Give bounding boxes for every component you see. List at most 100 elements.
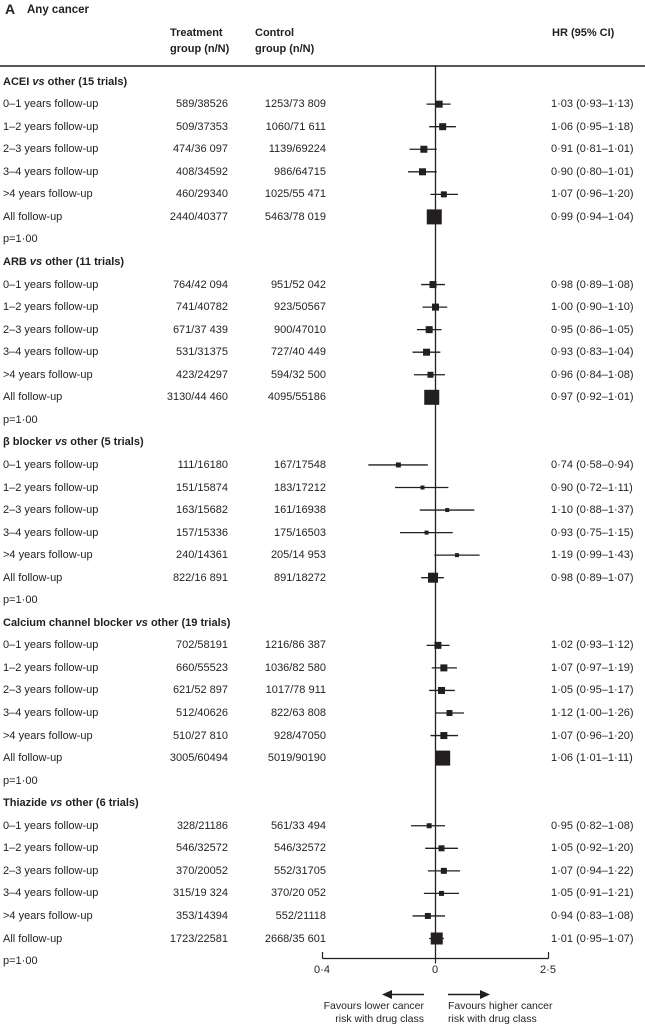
table-row: >4 years follow-up 460/29340 1025/55 471 1·…	[0, 183, 645, 205]
hr-ci-value: 1·05 (0·92–1·20)	[551, 842, 634, 855]
column-header-hr: HR (95% CI)	[552, 27, 615, 39]
follow-up-label: 2–3 years follow-up	[3, 504, 99, 517]
table-row: 1–2 years follow-up 509/37353 1060/71 611 1…	[0, 116, 645, 138]
treatment-value: 3130/44 460	[166, 391, 228, 404]
hr-ci-value: 1·07 (0·96–1·20)	[551, 188, 634, 201]
treatment-value: 111/16180	[177, 458, 228, 471]
section-header: Thiazide vs other (6 trials)	[0, 792, 645, 814]
hr-ci-value: 0·94 (0·83–1·08)	[551, 909, 634, 922]
treatment-value: 546/32572	[176, 842, 228, 855]
hr-ci-value: 0·96 (0·84–1·08)	[551, 368, 634, 381]
control-value: 1017/78 911	[265, 684, 326, 697]
section-header-label: ACEI vs other (15 trials)	[3, 71, 127, 93]
follow-up-label: >4 years follow-up	[3, 188, 93, 201]
section-header-label: β blocker vs other (5 trials)	[3, 431, 144, 453]
treatment-value: 2440/40377	[169, 210, 228, 223]
hr-point-marker	[440, 191, 447, 198]
table-row: 0–1 years follow-up 702/58191 1216/86 387 1…	[0, 634, 645, 656]
control-value: 986/64715	[274, 165, 326, 178]
treatment-value: 741/40782	[176, 301, 228, 314]
follow-up-label: All follow-up	[3, 210, 63, 223]
table-row: 0–1 years follow-up 589/38526 1253/73 809 1…	[0, 93, 645, 115]
hr-point-marker	[454, 553, 459, 558]
table-row: >4 years follow-up 353/14394 552/21118 0·94…	[0, 905, 645, 927]
table-row: 3–4 years follow-up 531/31375 727/40 449 0·…	[0, 341, 645, 363]
section-header: Calcium channel blocker vs other (19 tri…	[0, 612, 645, 634]
follow-up-label: 3–4 years follow-up	[3, 887, 99, 900]
control-value: 928/47050	[274, 729, 326, 742]
follow-up-label: 0–1 years follow-up	[3, 639, 99, 652]
p-value: p=1·00	[3, 233, 38, 246]
p-value-row: p=1·00	[0, 950, 645, 972]
control-value: 546/32572	[274, 842, 326, 855]
treatment-value: 702/58191	[176, 639, 228, 652]
x-tick-label-min: 0·4	[314, 964, 330, 976]
treatment-value: 510/27 810	[172, 729, 228, 742]
hr-ci-value: 0·74 (0·58–0·94)	[551, 458, 634, 471]
hr-point-marker	[432, 303, 439, 311]
section-suffix: other (19 trials)	[147, 616, 231, 629]
treatment-value: 328/21186	[176, 819, 228, 832]
section-header: β blocker vs other (5 trials)	[0, 431, 645, 453]
hr-point-marker	[427, 371, 434, 378]
follow-up-label: >4 years follow-up	[3, 368, 93, 381]
table-row: 3–4 years follow-up 315/19 324 370/20 052 1…	[0, 882, 645, 904]
treatment-value: 621/52 897	[172, 684, 228, 697]
control-value: 5019/90190	[267, 752, 326, 765]
control-value: 5463/78 019	[264, 210, 326, 223]
hr-ci-value: 0·98 (0·89–1·08)	[551, 278, 634, 291]
hr-ci-value: 0·93 (0·75–1·15)	[551, 526, 634, 539]
section-header-label: ARB vs other (11 trials)	[3, 251, 124, 273]
table-row: 3–4 years follow-up 408/34592 986/64715 0·9…	[0, 161, 645, 183]
follow-up-label: 1–2 years follow-up	[3, 661, 99, 674]
control-value: 4095/55186	[267, 391, 326, 404]
table-row: 0–1 years follow-up 764/42 094 951/52 042 0…	[0, 274, 645, 296]
right-arrow-icon	[448, 990, 490, 999]
hr-point-marker	[420, 485, 425, 490]
hr-ci-value: 1·19 (0·99–1·43)	[551, 549, 634, 562]
hr-point-marker	[423, 348, 431, 356]
table-row: 2–3 years follow-up 370/20052 552/31705 1·0…	[0, 860, 645, 882]
hr-point-marker	[426, 823, 432, 829]
hr-ci-value: 1·01 (0·95–1·07)	[551, 932, 634, 945]
treatment-value: 240/14361	[176, 549, 228, 562]
hr-ci-value: 1·06 (1·01–1·11)	[551, 752, 633, 765]
hr-point-marker	[426, 209, 442, 225]
control-value: 822/63 808	[270, 707, 326, 719]
follow-up-label: All follow-up	[3, 391, 63, 404]
follow-up-label: >4 years follow-up	[3, 909, 93, 922]
hr-ci-value: 1·07 (0·94–1·22)	[551, 864, 634, 877]
hr-point-marker	[424, 389, 440, 405]
control-value: 183/17212	[274, 481, 326, 494]
section-header-label: Thiazide vs other (6 trials)	[3, 792, 139, 814]
hr-point-marker	[395, 462, 401, 468]
table-row: 1–2 years follow-up 660/55523 1036/82 580 1…	[0, 657, 645, 679]
follow-up-label: 1–2 years follow-up	[3, 120, 99, 133]
follow-up-label: 3–4 years follow-up	[3, 526, 99, 539]
p-value-row: p=1·00	[0, 228, 645, 250]
hr-ci-value: 0·95 (0·86–1·05)	[551, 323, 634, 336]
table-row: 3–4 years follow-up 157/15336 175/16503 0·9…	[0, 522, 645, 544]
section-suffix: other (5 trials)	[67, 436, 144, 449]
follow-up-label: 3–4 years follow-up	[3, 346, 99, 359]
table-row: 0–1 years follow-up 111/16180 167/17548 0·7…	[0, 454, 645, 476]
section-drug-name: ARB	[3, 256, 30, 268]
treatment-value: 589/38526	[176, 98, 228, 111]
control-value: 205/14 953	[270, 549, 326, 562]
treatment-value: 512/40626	[176, 707, 228, 719]
hr-ci-value: 1·05 (0·91–1·21)	[551, 887, 634, 900]
treatment-value: 764/42 094	[172, 278, 228, 291]
control-value: 370/20 052	[270, 887, 326, 900]
figure-title: Any cancer	[27, 4, 90, 16]
section-drug-name: Calcium channel blocker	[3, 616, 136, 629]
left-arrow-icon	[382, 990, 424, 999]
treatment-value: 370/20052	[176, 864, 228, 877]
follow-up-label: 0–1 years follow-up	[3, 819, 99, 832]
hr-point-marker	[446, 710, 453, 716]
follow-up-label: 2–3 years follow-up	[3, 684, 99, 697]
control-value: 1139/69224	[268, 143, 326, 156]
section-vs: vs	[54, 436, 68, 449]
control-value: 1216/86 387	[264, 639, 326, 652]
table-row: 2–3 years follow-up 163/15682 161/16938 1·1…	[0, 499, 645, 521]
